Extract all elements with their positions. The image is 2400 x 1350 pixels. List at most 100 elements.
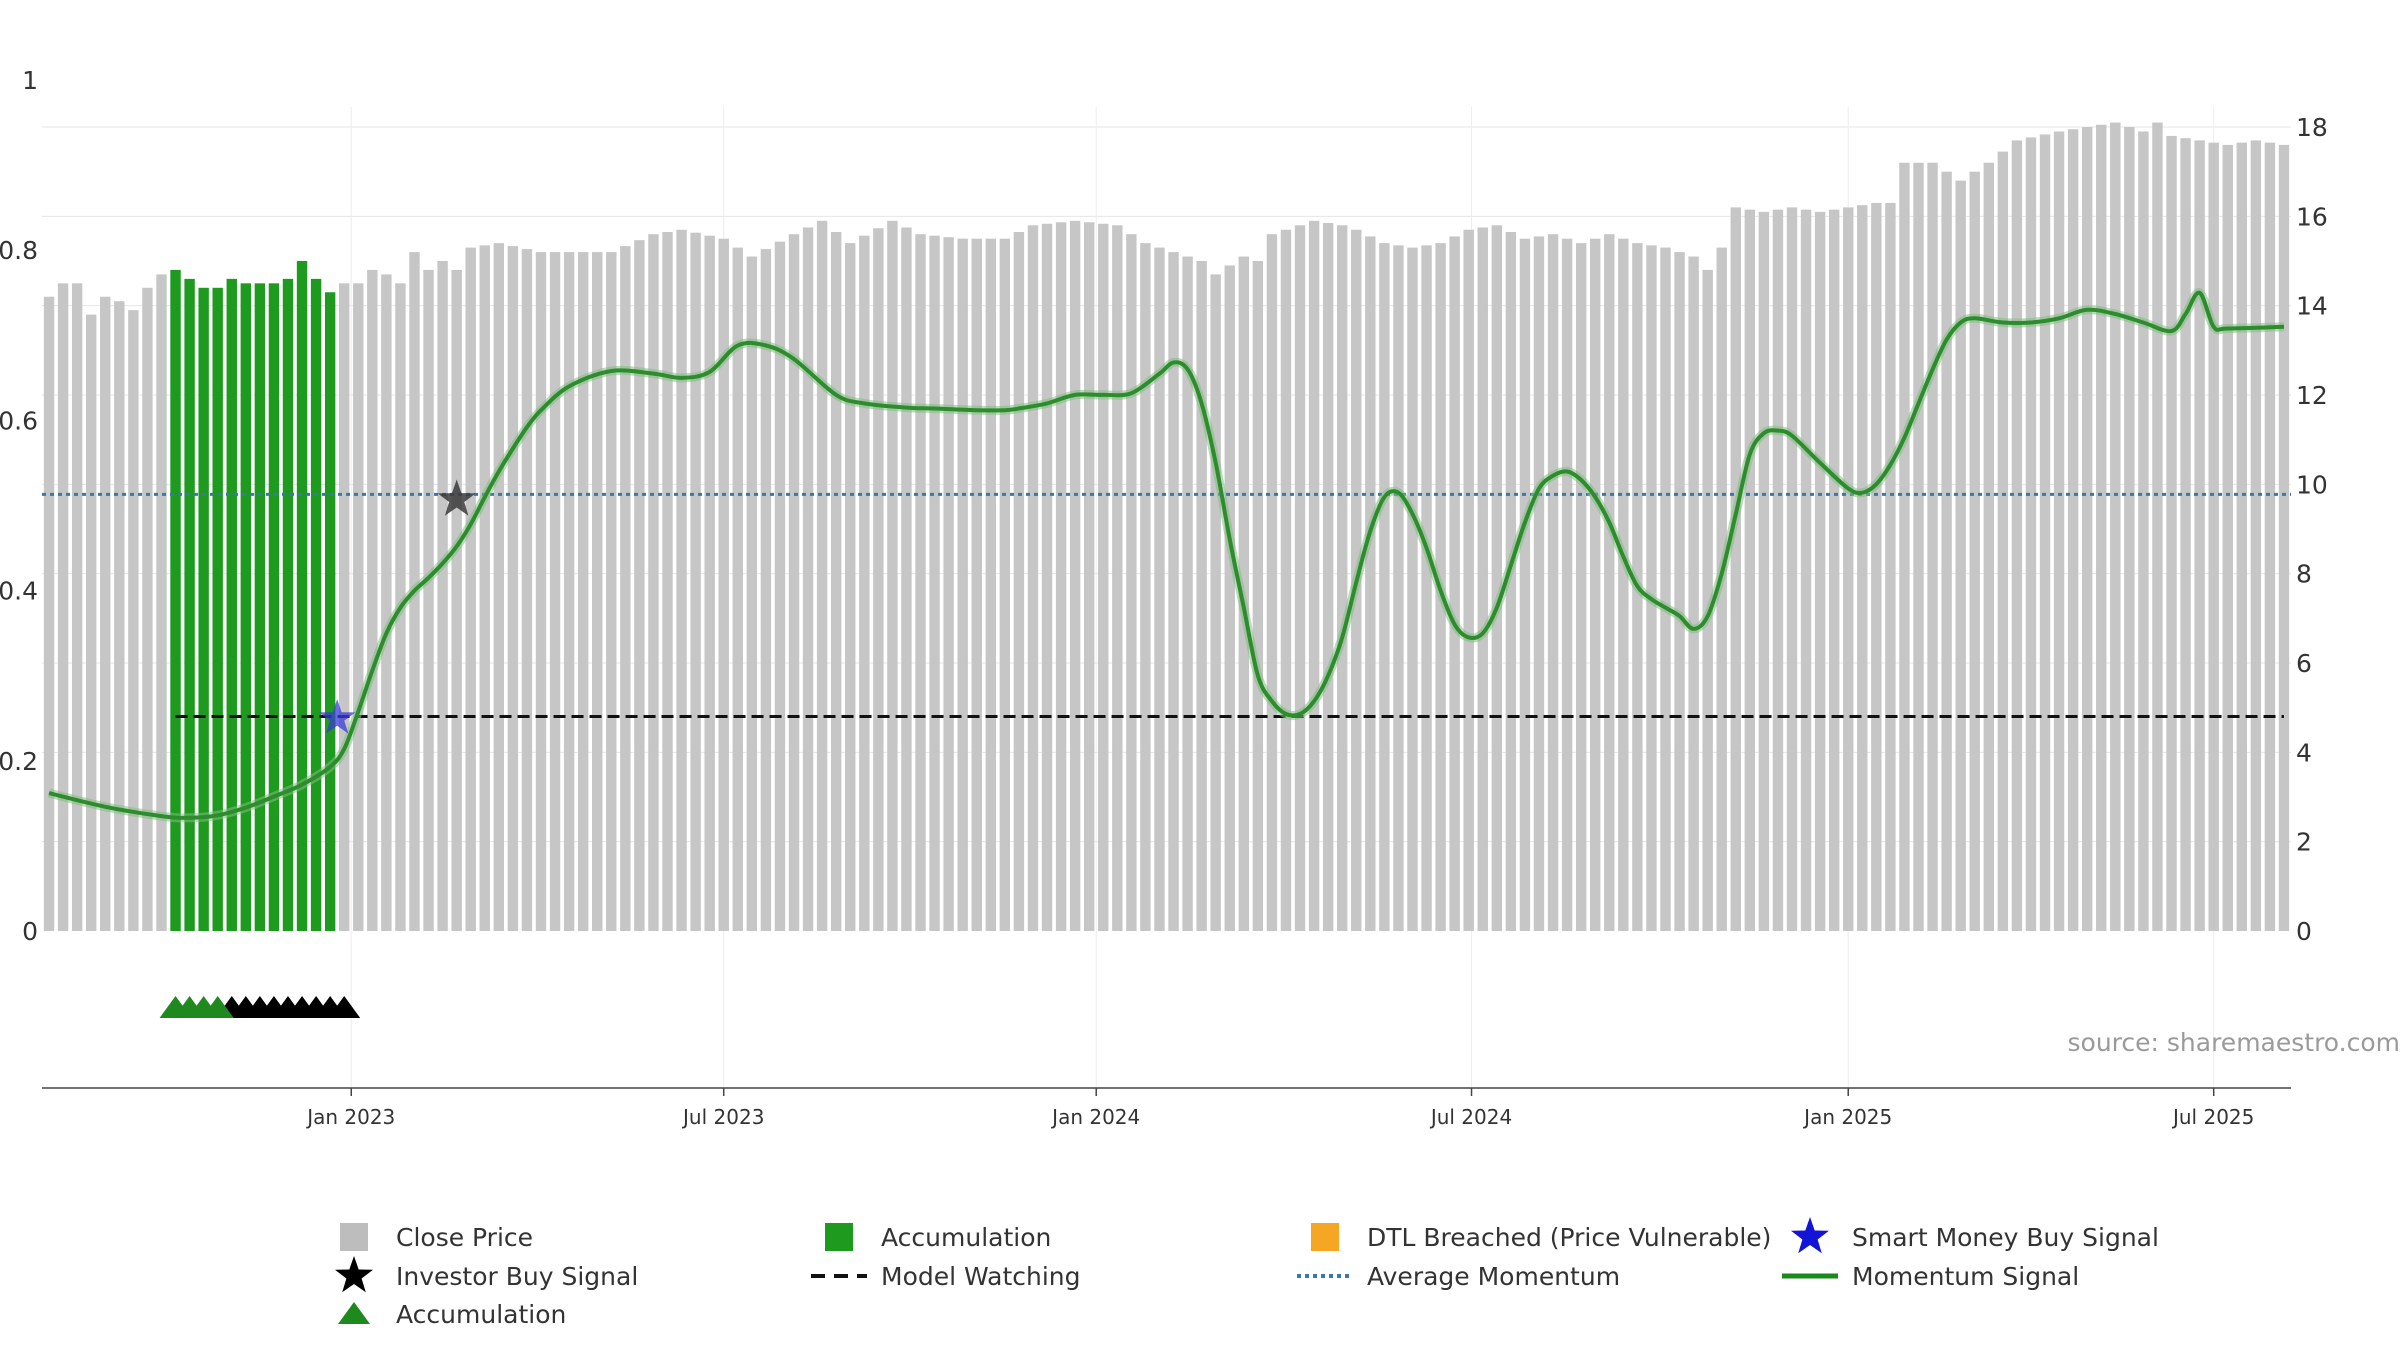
gridlines bbox=[42, 107, 2291, 1088]
price-bar bbox=[1927, 162, 1938, 932]
legend-item: Accumulation bbox=[338, 1300, 566, 1329]
price-bar bbox=[1491, 225, 1503, 931]
price-bar bbox=[2110, 122, 2121, 931]
accumulation-bar bbox=[296, 261, 308, 931]
price-bar bbox=[1843, 207, 1854, 931]
price-bar bbox=[1280, 229, 1292, 932]
legend-item: DTL Breached (Price Vulnerable) bbox=[1311, 1223, 1771, 1252]
price-bar bbox=[451, 269, 462, 931]
price-bar bbox=[2039, 134, 2051, 931]
price-bars bbox=[43, 122, 2290, 932]
price-bar bbox=[2138, 131, 2149, 932]
price-bar bbox=[1646, 245, 1657, 931]
accumulation-bar bbox=[310, 278, 322, 931]
investor-buy-star bbox=[437, 479, 476, 516]
price-bar bbox=[1126, 234, 1137, 931]
legend-item: Investor Buy Signal bbox=[335, 1256, 638, 1293]
price-bar bbox=[2166, 135, 2177, 931]
legend-item: Smart Money Buy Signal bbox=[1791, 1217, 2159, 1254]
y-left-tick-label: 0 bbox=[22, 917, 38, 946]
price-bar bbox=[142, 287, 153, 931]
price-bar bbox=[1997, 151, 2009, 931]
price-bar bbox=[915, 234, 926, 931]
price-bar bbox=[100, 296, 111, 932]
price-bar bbox=[1027, 225, 1039, 931]
price-bar bbox=[985, 238, 996, 932]
y-right-tick-label: 4 bbox=[2296, 738, 2312, 767]
accumulation-bar bbox=[268, 283, 280, 932]
price-bar bbox=[1069, 220, 1081, 932]
price-bar bbox=[1210, 274, 1221, 931]
price-bar bbox=[2194, 140, 2205, 931]
legend-smart-money-buy-signal-label: Smart Money Buy Signal bbox=[1852, 1223, 2159, 1252]
price-bar bbox=[690, 232, 701, 931]
signal-markers bbox=[159, 479, 476, 1018]
price-bar bbox=[816, 220, 828, 932]
y-right-tick-label: 6 bbox=[2296, 649, 2312, 678]
price-bar bbox=[1913, 162, 1924, 932]
price-bar bbox=[971, 238, 982, 932]
x-tick-label: Jul 2025 bbox=[2171, 1105, 2254, 1129]
legend-accumulation-icon bbox=[338, 1302, 370, 1324]
price-bar bbox=[1786, 207, 1798, 931]
price-bar bbox=[1365, 236, 1376, 931]
price-bar bbox=[2278, 144, 2290, 931]
legend-close-price-label: Close Price bbox=[396, 1223, 533, 1252]
y-left-tick-label: 0.4 bbox=[0, 577, 38, 606]
y-right-tick-label: 0 bbox=[2296, 917, 2312, 946]
price-bar bbox=[57, 283, 69, 932]
price-bar bbox=[2081, 127, 2093, 931]
accumulation-bar bbox=[226, 278, 237, 931]
price-bar bbox=[802, 227, 814, 931]
legend-item: Accumulation bbox=[825, 1223, 1051, 1252]
price-bar bbox=[2025, 137, 2037, 932]
price-bar bbox=[381, 274, 392, 931]
price-bar bbox=[1154, 247, 1165, 932]
price-bar bbox=[1098, 223, 1109, 931]
price-bar bbox=[1885, 202, 1896, 931]
x-tick-label: Jan 2023 bbox=[305, 1105, 395, 1129]
y-left-tick-label: 0.8 bbox=[0, 236, 38, 265]
price-bar bbox=[859, 235, 870, 931]
price-bar bbox=[830, 231, 842, 932]
momentum-signal-line bbox=[48, 290, 2285, 820]
price-bar bbox=[2124, 127, 2135, 931]
legend-model-watching-label: Model Watching bbox=[881, 1262, 1081, 1291]
price-bar bbox=[1519, 238, 1531, 932]
price-bar bbox=[1772, 209, 1784, 931]
legend-accumulation-label: Accumulation bbox=[881, 1223, 1051, 1252]
price-bar bbox=[2152, 122, 2163, 931]
legend-accumulation-label: Accumulation bbox=[396, 1300, 566, 1329]
price-bar bbox=[2208, 142, 2219, 931]
price-bar bbox=[1828, 209, 1840, 931]
price-bar bbox=[774, 241, 786, 931]
price-bar bbox=[606, 252, 617, 931]
price-bar bbox=[1055, 222, 1067, 932]
price-bar bbox=[1421, 245, 1432, 931]
price-bar bbox=[1013, 231, 1025, 932]
y-right-tick-label: 2 bbox=[2296, 828, 2312, 857]
price-bar bbox=[1547, 234, 1559, 931]
price-bar bbox=[1730, 207, 1741, 931]
x-tick-label: Jan 2024 bbox=[1050, 1105, 1140, 1129]
price-bar bbox=[1477, 227, 1488, 931]
price-bar bbox=[620, 246, 631, 932]
price-bar bbox=[662, 231, 673, 932]
legend-item: Close Price bbox=[340, 1223, 533, 1252]
price-bar bbox=[577, 252, 589, 931]
price-bar bbox=[549, 252, 561, 931]
price-bar bbox=[1463, 229, 1474, 932]
legend-investor-buy-signal-icon bbox=[335, 1256, 373, 1293]
price-bar bbox=[1266, 234, 1278, 931]
price-bar bbox=[704, 235, 715, 931]
price-bar bbox=[760, 249, 772, 932]
accumulation-bar bbox=[240, 283, 252, 932]
price-bar bbox=[2053, 131, 2065, 932]
price-bar bbox=[2180, 138, 2191, 932]
x-tick-label: Jan 2025 bbox=[1802, 1105, 1892, 1129]
price-bar bbox=[732, 247, 743, 932]
price-bar bbox=[788, 234, 800, 931]
price-bar bbox=[1575, 243, 1587, 931]
price-bar bbox=[1308, 220, 1320, 932]
price-bar bbox=[634, 240, 645, 931]
